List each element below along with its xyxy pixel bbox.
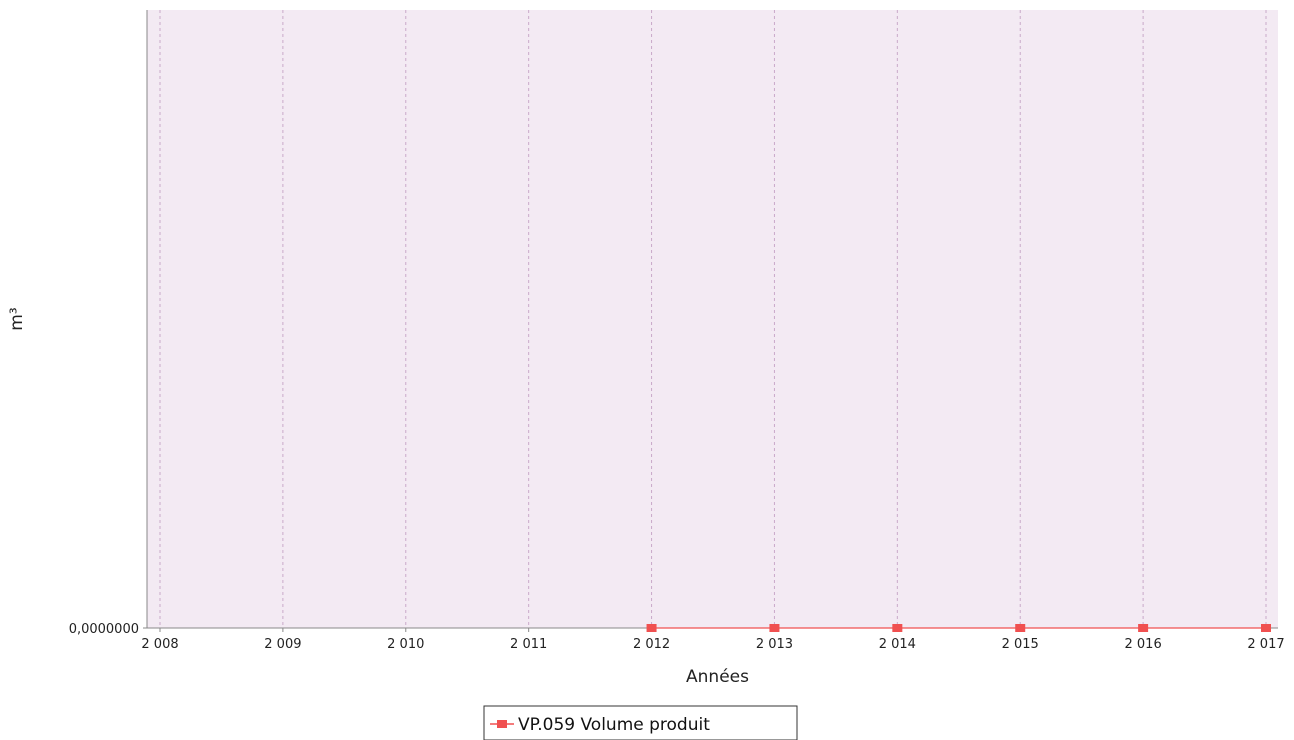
data-point	[1138, 624, 1149, 632]
plot-area	[147, 10, 1278, 628]
x-tick-label: 2 016	[1125, 637, 1162, 652]
data-point	[1261, 624, 1271, 632]
legend-swatch-marker	[497, 720, 507, 728]
x-tick-label: 2 017	[1247, 637, 1284, 652]
data-point	[646, 624, 657, 632]
series-layer	[646, 624, 1271, 632]
x-tick-label: 2 015	[1002, 637, 1039, 652]
legend-label: VP.059 Volume produit	[518, 715, 710, 735]
x-tick-label: 2 009	[264, 637, 301, 652]
y-tick-label: 0,0000000	[69, 622, 139, 637]
x-tick-label: 2 011	[510, 637, 547, 652]
x-tick-labels: 2 008 2 009 2 010 2 011 2 012 2 013 2 014 2 015…	[141, 637, 1284, 652]
x-tick-label: 2 010	[387, 637, 424, 652]
legend-box	[483, 705, 798, 740]
data-point	[892, 624, 903, 632]
x-tick-label: 2 014	[879, 637, 916, 652]
x-tick-label: 2 008	[141, 637, 178, 652]
data-point	[769, 624, 780, 632]
y-axis-title: m³	[7, 307, 27, 330]
x-axis-title: Années	[686, 667, 749, 687]
x-tick-label: 2 013	[756, 637, 793, 652]
legend: VP.059 Volume produit	[483, 705, 798, 740]
data-point	[1015, 624, 1026, 632]
x-tick-label: 2 012	[633, 637, 670, 652]
grid-lines	[159, 10, 1267, 628]
y-tick-labels: 0,0000000	[69, 622, 139, 637]
